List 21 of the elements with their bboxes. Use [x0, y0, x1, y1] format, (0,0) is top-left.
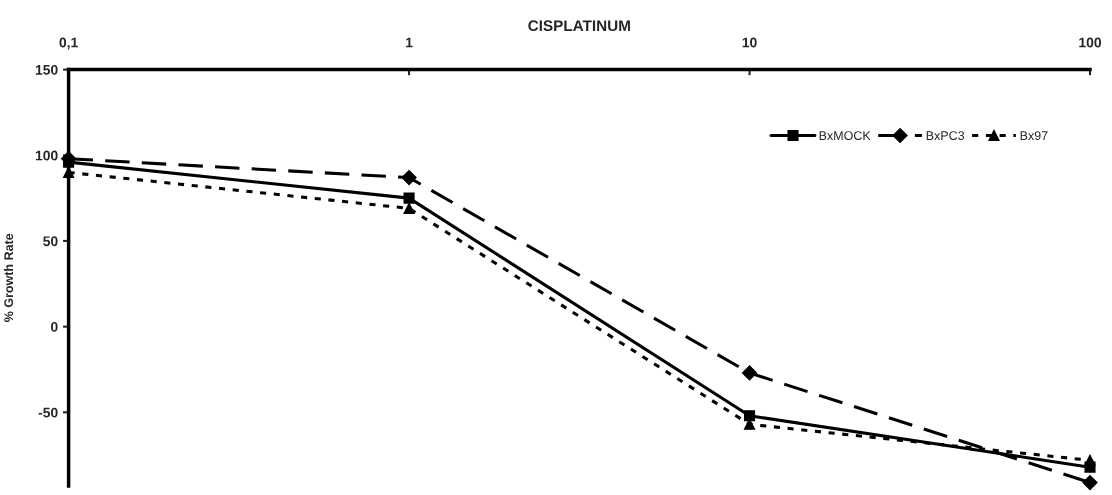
y-tick-label: 0: [51, 321, 58, 332]
y-tick-label: 150: [35, 64, 58, 75]
point: [401, 169, 417, 186]
point: [403, 192, 415, 204]
point: [403, 202, 415, 214]
legend-label: BxMOCK: [819, 131, 871, 140]
x-tick-label: 10: [742, 37, 757, 48]
chart-title: CISPLATINUM: [528, 20, 630, 32]
y-tick-label: 100: [35, 150, 58, 161]
x-tick-label: 1: [406, 37, 413, 48]
point: [1082, 475, 1098, 491]
point: [743, 410, 756, 422]
y-axis-title: % Growth Rate: [3, 233, 14, 322]
y-tick-label: -50: [38, 407, 58, 418]
legend-label: BxPC3: [926, 131, 965, 140]
x-tick-label: 100: [1079, 37, 1102, 48]
y-tick-label: 50: [43, 236, 58, 247]
point: [741, 365, 758, 381]
legend-label: Bx97: [1020, 131, 1048, 140]
x-tick-label: 0,1: [59, 37, 78, 50]
point: [1084, 454, 1096, 466]
